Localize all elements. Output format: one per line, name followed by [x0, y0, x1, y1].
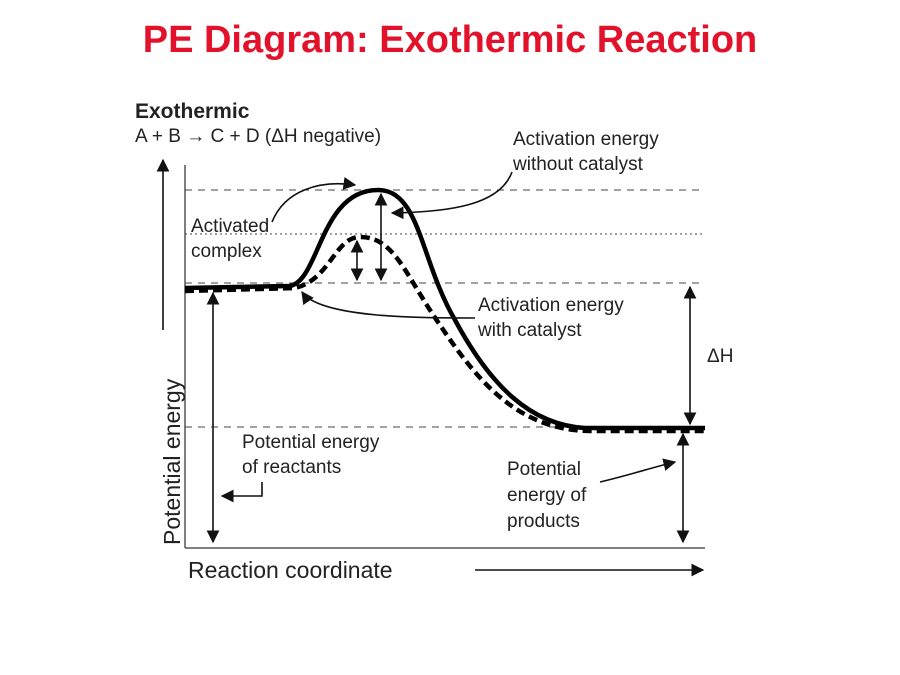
- label-line: Activation energy: [513, 129, 659, 150]
- equation: A + B → C + D (ΔH negative): [135, 126, 381, 147]
- pointer: [599, 458, 677, 483]
- label-line: Potential energy: [242, 432, 380, 453]
- pointer: [271, 177, 357, 223]
- y-axis-label: Potential energy: [159, 378, 185, 545]
- label-line: of reactants: [242, 457, 341, 478]
- uncatalyzed-curve: [184, 187, 705, 431]
- catalyzed-curve: [184, 234, 705, 434]
- label-line: without catalyst: [512, 154, 644, 175]
- slide-title: PE Diagram: Exothermic Reaction: [143, 19, 758, 61]
- label-line: Activation energy: [478, 295, 624, 316]
- pointer: [390, 171, 513, 220]
- label-line: energy of: [507, 485, 587, 506]
- products-label: Potential energy of products: [507, 459, 592, 532]
- label-line: Potential: [507, 459, 581, 480]
- label-line: Activated: [191, 216, 269, 237]
- x-axis-label: Reaction coordinate: [188, 557, 393, 583]
- diagram: Exothermic A + B → C + D (ΔH negative) P…: [135, 100, 733, 583]
- activated-complex-label: Activated complex: [191, 216, 274, 262]
- label-line: complex: [191, 241, 262, 262]
- label-line: with catalyst: [477, 320, 582, 341]
- delta-h-label: ΔH: [707, 346, 733, 367]
- pointer: [301, 290, 476, 319]
- activation-with-catalyst-label: Activation energy with catalyst: [477, 295, 629, 341]
- activation-without-catalyst-label: Activation energy without catalyst: [512, 129, 664, 175]
- label-line: products: [507, 511, 580, 532]
- heading: Exothermic: [135, 100, 250, 123]
- pointer: [220, 482, 263, 503]
- reactants-label: Potential energy of reactants: [242, 432, 385, 478]
